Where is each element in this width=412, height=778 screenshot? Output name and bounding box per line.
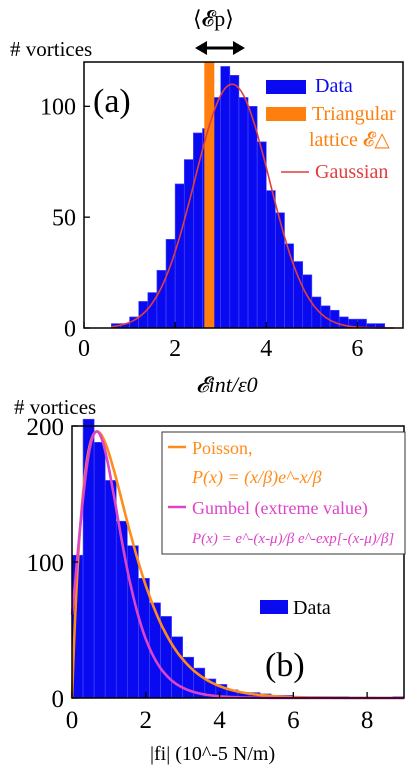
y-tick-label: 50 (52, 206, 76, 232)
x-tick-label: 6 (351, 336, 363, 362)
panel-b: # vortices 0 2 4 6 8 0 100 200 Poisson, P(x) = … (14, 395, 406, 765)
legend-data-label-b: Data (293, 597, 331, 619)
histogram-bar (238, 97, 249, 329)
panel-a: # vortices ⟨𝓔p⟩ 0 2 4 6 0 50 100 (a) Data Tria… (10, 6, 404, 397)
histogram-bar (329, 309, 340, 329)
panel-b-axes: 0 2 4 6 8 0 100 200 (27, 414, 405, 734)
y-tick-label: 0 (52, 686, 65, 713)
panel-a-xlabel: 𝓔int/ε0 (196, 372, 258, 397)
legend-triangular-swatch (266, 107, 306, 121)
histogram-bar (265, 190, 276, 329)
panel-a-axes: 0 2 4 6 0 50 100 (40, 61, 404, 362)
x-tick-label: 2 (140, 707, 153, 734)
histogram-bar (127, 545, 139, 699)
panel-b-legend: Poisson, P(x) = (x/β)e^-x/β Gumbel (extr… (161, 431, 406, 555)
y-tick-label: 100 (40, 95, 76, 121)
panel-a-ylabel: # vortices (10, 37, 92, 61)
legend-triangular-label-2: lattice 𝓔△ (309, 129, 390, 151)
panel-a-top-annotation: ⟨𝓔p⟩ (193, 6, 234, 31)
legend-box (161, 431, 406, 555)
panel-a-legend: Data Triangular lattice 𝓔△ Gaussian (266, 75, 396, 183)
panel-a-triangular-line (204, 62, 215, 328)
legend-data-label: Data (315, 75, 353, 97)
panel-a-bars (111, 66, 386, 329)
histogram-bar (138, 301, 149, 329)
histogram-bar (165, 239, 176, 329)
histogram-bar (174, 183, 185, 329)
histogram-bar (104, 480, 117, 699)
legend-gumbel-label: Gumbel (extreme value) (192, 498, 368, 519)
panel-b-ylabel: # vortices (14, 395, 96, 419)
legend-gumbel-equation: P(x) = e^-(x-μ)/β e^-exp[-(x-μ)/β] (191, 531, 394, 547)
histogram-bar (229, 75, 240, 329)
double-arrow-icon (195, 41, 245, 55)
legend-gaussian-label: Gaussian (315, 161, 388, 183)
panel-a-gaussian-curve (111, 83, 394, 329)
legend-poisson-label: Poisson, (192, 438, 253, 458)
y-tick-label: 0 (64, 316, 76, 342)
x-tick-label: 8 (361, 707, 374, 734)
legend-data-swatch (266, 80, 306, 94)
histogram-bar (93, 442, 106, 699)
histogram-bar (220, 66, 231, 329)
histogram-bar (256, 141, 267, 329)
x-tick-label: 2 (169, 336, 181, 362)
panel-b-xlabel: |fi| (10^-5 N/m) (150, 743, 275, 765)
panel-a-label: (a) (93, 83, 131, 120)
histogram-bar (138, 578, 150, 699)
y-tick-label: 100 (27, 550, 65, 577)
legend-triangular-label: Triangular (312, 103, 396, 125)
legend-poisson-equation: P(x) = (x/β)e^-x/β (191, 467, 322, 488)
panel-b-label: (b) (265, 647, 305, 684)
x-tick-label: 4 (213, 707, 226, 734)
x-tick-label: 4 (260, 336, 272, 362)
histogram-bar (183, 159, 194, 329)
histogram-bar (284, 243, 294, 329)
y-tick-label: 200 (27, 414, 65, 441)
histogram-bar (293, 261, 304, 329)
histogram-bar (247, 106, 258, 329)
histogram-bar (193, 132, 203, 329)
axes-frame (83, 61, 404, 329)
x-tick-label: 6 (287, 707, 300, 734)
x-tick-label: 0 (78, 336, 90, 362)
legend-data-swatch-b (260, 600, 288, 614)
x-tick-label: 0 (66, 707, 79, 734)
